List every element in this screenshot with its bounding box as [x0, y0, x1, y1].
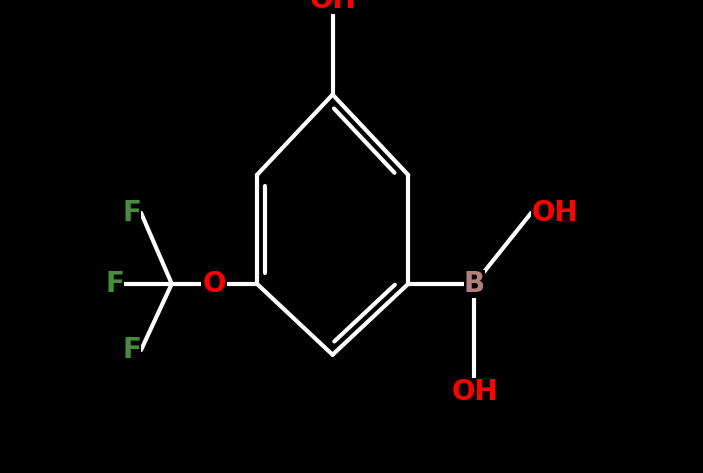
Text: OH: OH [309, 0, 356, 14]
Text: OH: OH [531, 199, 578, 227]
FancyBboxPatch shape [106, 270, 124, 298]
Text: O: O [202, 270, 226, 298]
FancyBboxPatch shape [464, 270, 485, 298]
Text: F: F [122, 199, 141, 227]
Text: OH: OH [451, 378, 498, 406]
Text: F: F [122, 336, 141, 364]
FancyBboxPatch shape [123, 199, 141, 227]
Text: F: F [105, 270, 124, 298]
Text: B: B [464, 270, 485, 298]
FancyBboxPatch shape [201, 270, 227, 298]
FancyBboxPatch shape [531, 196, 579, 229]
FancyBboxPatch shape [309, 0, 356, 14]
FancyBboxPatch shape [123, 336, 141, 364]
FancyBboxPatch shape [451, 378, 498, 412]
